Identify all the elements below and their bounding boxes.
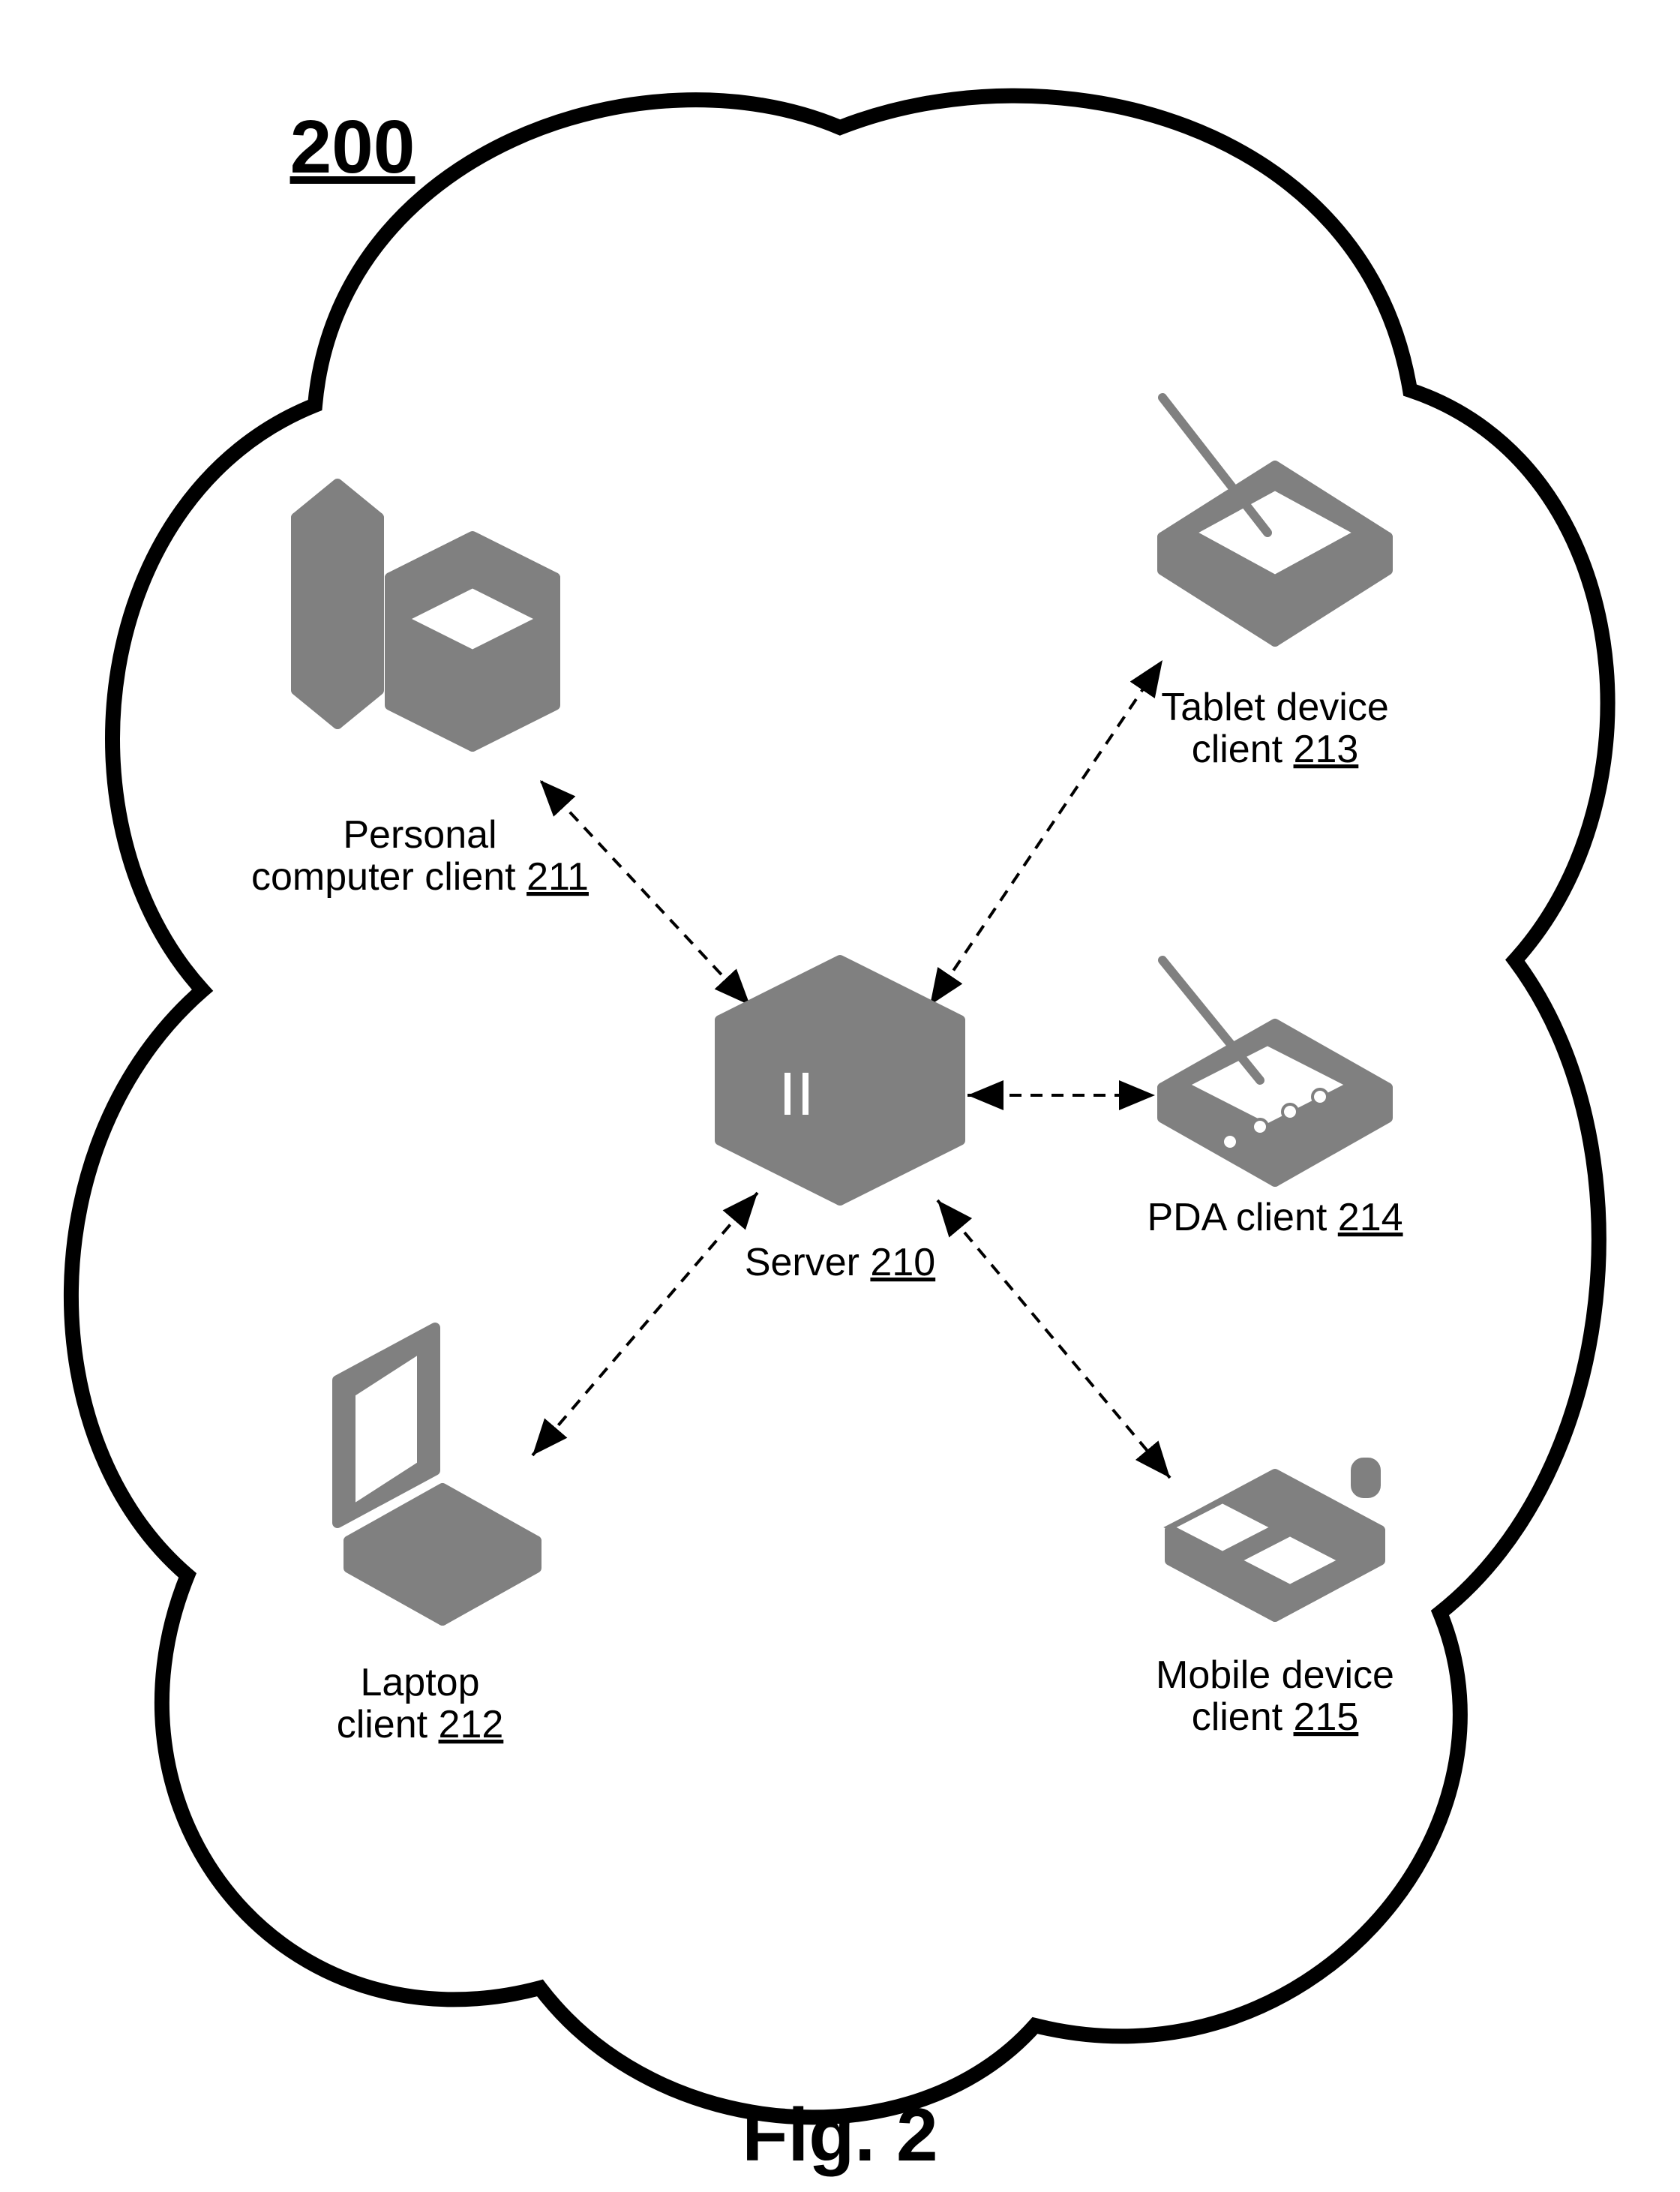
node-label: Personalcomputer client 211 — [251, 813, 589, 899]
diagram-svg: 200 Server 210 Personalcomputer client 21… — [0, 0, 1680, 2192]
laptop-icon: Laptopclient 212 — [337, 1328, 536, 1746]
figure-2: 200 Server 210 Personalcomputer client 21… — [0, 0, 1680, 2192]
server-icon: Server 210 — [720, 960, 960, 1284]
nodes-group: Server 210 Personalcomputer client 211 Lap… — [251, 398, 1403, 1746]
edge — [532, 1193, 758, 1455]
node-label: PDA client 214 — [1147, 1196, 1402, 1239]
figure-reference-number: 200 — [290, 105, 416, 189]
tablet-icon: Tablet deviceclient 213 — [1161, 398, 1389, 771]
node-label: Tablet deviceclient 213 — [1161, 686, 1389, 771]
node-label: Laptopclient 212 — [337, 1661, 504, 1746]
pda-icon: PDA client 214 — [1147, 960, 1402, 1239]
figure-caption: Fig. 2 — [742, 2093, 938, 2177]
edge — [938, 1200, 1170, 1478]
node-label: Mobile deviceclient 215 — [1156, 1653, 1394, 1739]
edge — [930, 660, 1162, 1005]
mobile-icon: Mobile deviceclient 215 — [1156, 1463, 1394, 1739]
pc-icon: Personalcomputer client 211 — [251, 484, 589, 899]
node-label: Server 210 — [745, 1241, 935, 1284]
